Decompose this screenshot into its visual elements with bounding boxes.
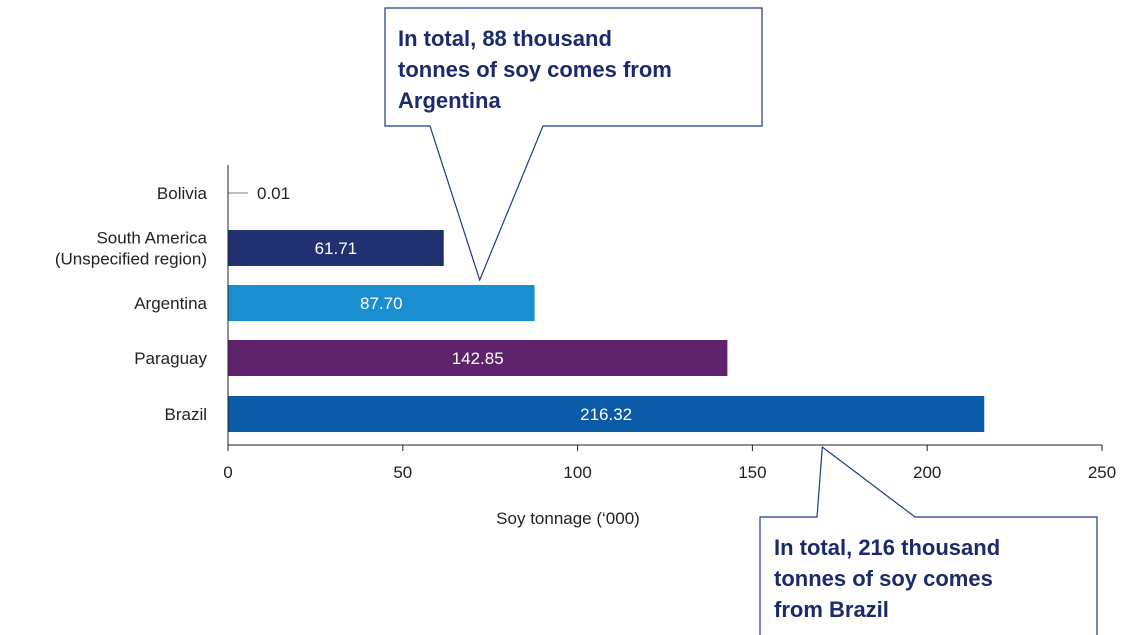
category-label: Paraguay xyxy=(134,349,207,368)
x-tick-label: 0 xyxy=(223,463,232,482)
bar-value-label: 216.32 xyxy=(580,405,632,424)
category-label: South America (Unspecified region) xyxy=(55,229,208,269)
callout-text-line: tonnes of soy comes xyxy=(774,566,993,591)
x-axis: 0 50 100 150 200 250 xyxy=(223,165,1116,482)
bar xyxy=(228,285,535,321)
category-label: Bolivia xyxy=(157,184,208,203)
x-axis-title: Soy tonnage (‘000) xyxy=(496,509,640,528)
category-labels: Bolivia South America (Unspecified region)… xyxy=(55,184,208,424)
bar xyxy=(228,230,444,266)
bar xyxy=(228,340,728,376)
x-tick-label: 50 xyxy=(393,463,412,482)
callout-text-line: tonnes of soy comes from xyxy=(398,57,672,82)
callout-bubble xyxy=(759,445,1098,635)
callouts: In total, 88 thousand tonnes of soy comes… xyxy=(384,7,1098,635)
callout-brazil: In total, 216 thousand tonnes of soy come… xyxy=(759,445,1098,635)
callout-text-line: from Brazil xyxy=(774,597,889,622)
category-label: Argentina xyxy=(134,294,207,313)
bars-layer: 0.01 61.71 87.70 142.85 216.32 xyxy=(228,184,985,432)
bar-value-label: 142.85 xyxy=(452,349,504,368)
x-tick-label: 100 xyxy=(563,463,591,482)
callout-bubble xyxy=(384,7,763,282)
category-label: Brazil xyxy=(164,405,207,424)
x-tick-label: 250 xyxy=(1088,463,1116,482)
bar-value-label: 0.01 xyxy=(257,184,290,203)
bar-value-label: 61.71 xyxy=(315,239,358,258)
bar xyxy=(228,396,985,432)
x-tick-label: 200 xyxy=(913,463,941,482)
callout-text-line: In total, 216 thousand xyxy=(774,535,1000,560)
bar-value-label: 87.70 xyxy=(360,294,403,313)
callout-argentina: In total, 88 thousand tonnes of soy comes… xyxy=(384,7,763,282)
callout-text-line: In total, 88 thousand xyxy=(398,26,612,51)
callout-text-line: Argentina xyxy=(398,88,501,113)
x-tick-label: 150 xyxy=(738,463,766,482)
